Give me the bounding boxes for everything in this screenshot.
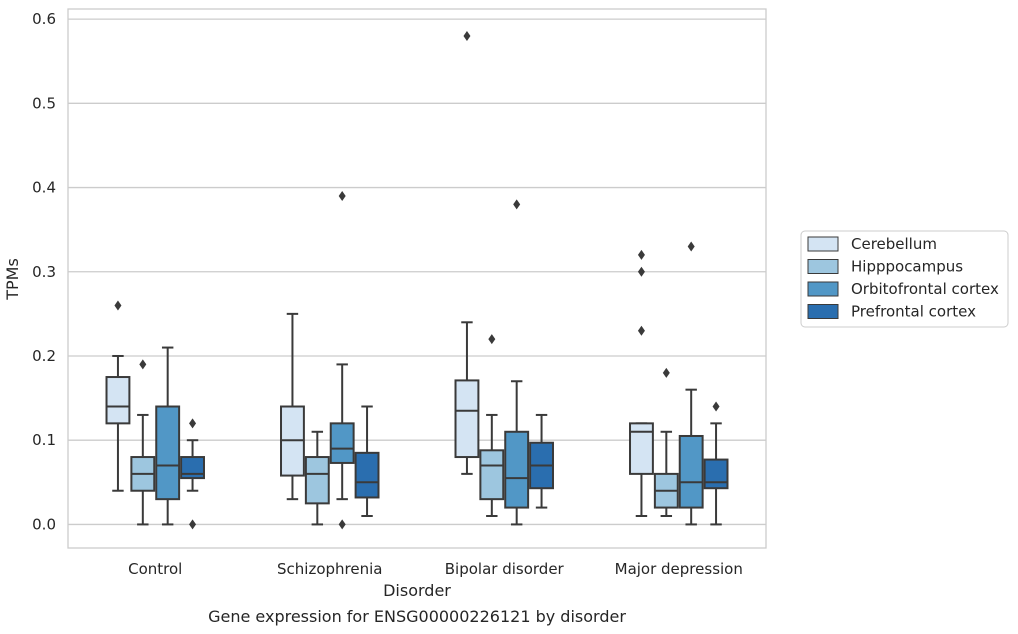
y-tick-labels: 0.0 0.1 0.2 0.3 0.4 0.5 0.6 [32,10,56,533]
series-group [180,401,729,530]
series-group [130,334,679,526]
box-mark [678,241,704,526]
plot-frame [67,8,767,549]
iqr-box [479,449,505,501]
outlier-point [637,266,645,277]
iqr-box [678,434,704,509]
outlier-point [338,519,346,530]
iqr-box [105,376,131,425]
y-tick-label: 0.5 [32,94,56,112]
box-mark [454,30,480,475]
iqr-box [629,422,654,475]
legend-label: Cerebellum [851,235,937,253]
box-mark [703,401,729,526]
outlier-point [114,300,122,311]
iqr-box [703,458,729,490]
box-mark [529,413,554,509]
y-tick-label: 0.3 [32,263,56,281]
series-group [105,30,654,517]
outlier-point [338,190,346,201]
box-mark [130,359,156,526]
y-axis-label: TPMs [3,258,22,301]
iqr-box [155,405,181,501]
series-group [155,190,704,530]
outlier-point [463,30,471,41]
outlier-point [139,359,147,370]
box-mark [105,300,131,492]
outlier-point [189,418,197,429]
box-mark [329,190,355,530]
outlier-point [637,249,645,260]
legend-label: Orbitofrontal cortex [851,280,999,298]
outlier-point [637,325,645,336]
outlier-point [513,199,521,210]
box-mark [653,367,679,517]
outlier-point [488,334,496,345]
outlier-point [189,519,197,530]
x-tick-label: Bipolar disorder [445,560,565,578]
y-tick-label: 0.0 [32,515,56,533]
outlier-point [662,367,670,378]
iqr-box [180,456,205,480]
y-tick-label: 0.4 [32,179,56,197]
x-axis-label: Disorder [383,581,451,600]
outlier-point [687,241,695,252]
figure-caption: Gene expression for ENSG00000226121 by d… [208,607,626,626]
legend-swatch [807,304,839,319]
iqr-box [329,422,355,464]
box-mark [280,312,305,501]
iqr-box [454,379,480,459]
legend-swatch [807,259,839,274]
legend-label: Hipppocampus [851,258,963,276]
y-tick-label: 0.2 [32,347,56,365]
legend-label: Prefrontal cortex [851,303,976,321]
x-tick-label: Schizophrenia [277,560,382,578]
y-tick-label: 0.1 [32,431,56,449]
box-mark [504,199,530,526]
legend-frame [800,230,1009,328]
box-mark [180,418,205,530]
box-mark [155,346,181,526]
iqr-box [354,451,380,499]
y-tick-label: 0.6 [32,10,56,28]
legend: Cerebellum Hipppocampus Orbitofrontal cort… [800,230,1009,328]
box-mark [304,430,330,526]
x-tick-label: Major depression [615,560,743,578]
iqr-box [304,456,330,505]
x-tick-label: Control [128,560,182,578]
legend-swatch [807,236,839,252]
iqr-box [504,430,530,509]
outlier-point [712,401,720,412]
box-mark [629,249,654,517]
box-series [105,30,729,530]
box-mark [354,405,380,517]
box-mark [479,334,505,517]
legend-swatch [807,281,839,297]
x-tick-labels: Control Schizophrenia Bipolar disorder Majo… [128,560,743,578]
gridlines [68,18,766,526]
